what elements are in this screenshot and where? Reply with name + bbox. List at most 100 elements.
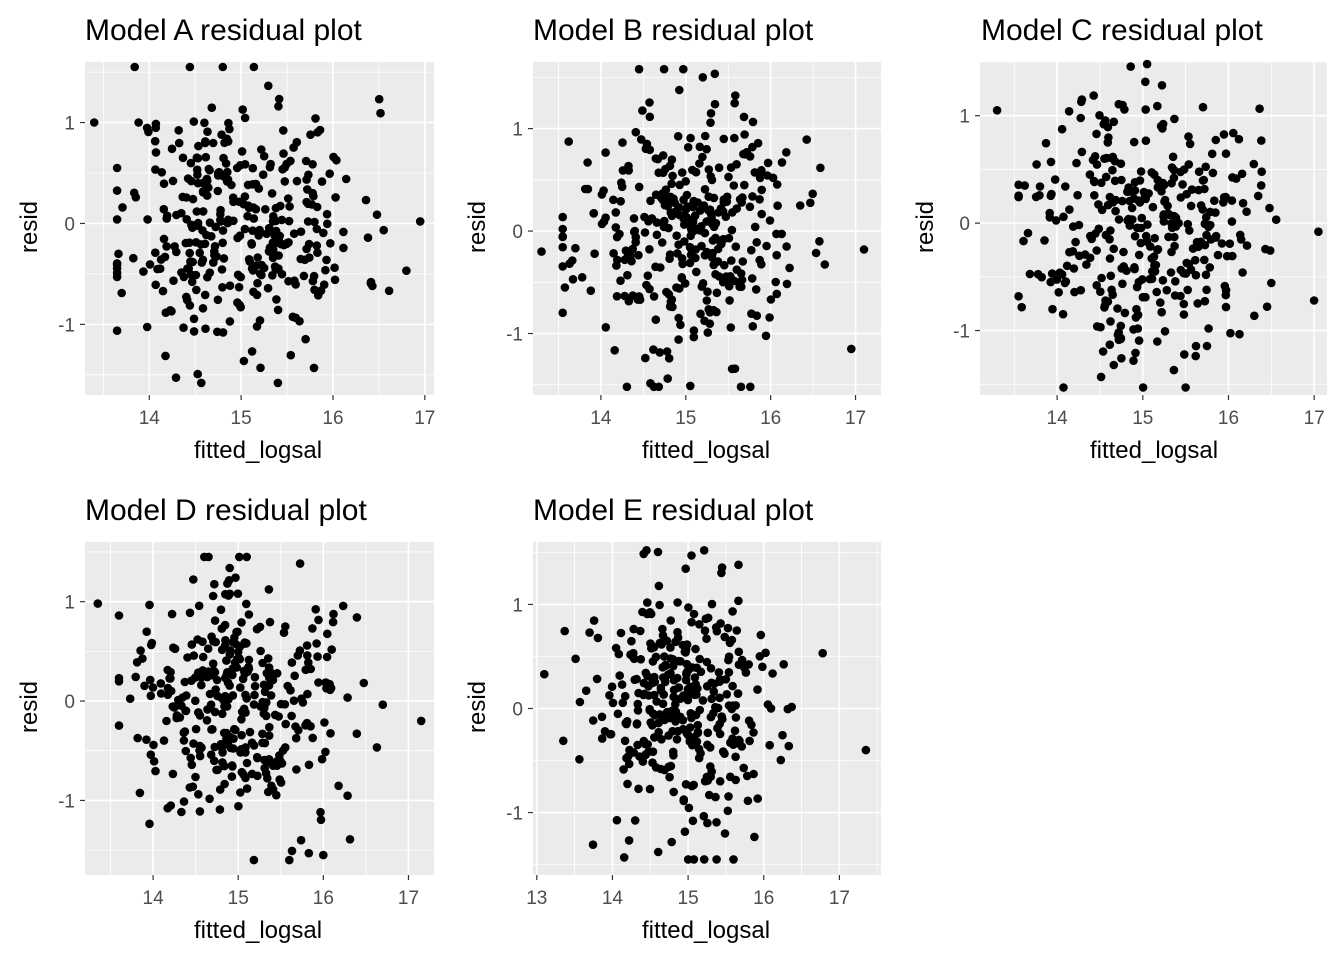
model-c-data-point — [1097, 273, 1106, 283]
model-c-data-point — [1014, 192, 1023, 202]
model-b-data-point — [641, 353, 650, 363]
model-e-data-point — [685, 723, 695, 732]
model-c-data-point — [1120, 105, 1129, 114]
model-b-data-point — [624, 296, 634, 306]
model-b-data-point — [666, 208, 676, 217]
model-e-data-point — [691, 644, 700, 654]
model-c-data-point — [1150, 261, 1159, 270]
model-b-data-point — [752, 238, 761, 247]
model-e-data-point — [613, 709, 623, 719]
model-d-data-point — [298, 698, 308, 707]
model-b-data-point — [633, 295, 643, 304]
model-e-data-point — [688, 816, 698, 826]
model-e-data-point — [597, 734, 607, 743]
model-a-data-point — [112, 215, 122, 224]
model-b-data-point — [586, 286, 596, 296]
model-e-data-point — [648, 758, 657, 767]
model-b-data-point — [664, 354, 674, 363]
model-c-data-point — [1141, 77, 1150, 87]
model-d-data-point — [345, 835, 355, 844]
model-c-data-point — [1129, 325, 1138, 334]
model-d-data-point — [194, 708, 203, 717]
model-e-data-point — [717, 563, 727, 572]
model-e-data-point — [683, 695, 693, 705]
model-b-data-point — [702, 144, 711, 154]
model-a-data-point — [372, 210, 382, 219]
model-c-data-point — [1092, 246, 1101, 255]
model-b-plot-area — [533, 62, 881, 395]
model-c-data-point — [1166, 268, 1176, 277]
model-e-title: Model E residual plot — [533, 494, 814, 527]
model-a-data-point — [171, 373, 181, 383]
model-c-data-point — [1162, 285, 1172, 295]
model-e-data-point — [662, 636, 672, 646]
model-d-x-tick-label: 16 — [313, 888, 334, 909]
model-a-data-point — [282, 159, 292, 169]
model-b-data-point — [631, 127, 641, 137]
model-c-data-point — [1179, 299, 1189, 309]
model-e-data-point — [696, 749, 705, 758]
model-a-data-point — [216, 205, 225, 215]
model-b-data-point — [705, 308, 715, 317]
model-b-data-point — [706, 109, 716, 118]
model-c-data-point — [1100, 154, 1109, 163]
model-c-data-point — [1141, 292, 1150, 302]
model-e-data-point — [709, 687, 719, 696]
model-e-data-point — [645, 706, 655, 715]
model-c-data-point — [1153, 245, 1163, 254]
model-c-x-tick-label: 16 — [1218, 408, 1239, 429]
model-e-data-point — [728, 681, 737, 691]
model-d-data-point — [267, 781, 276, 791]
model-c-data-point — [1221, 149, 1231, 158]
model-e-x-tick-label: 16 — [753, 888, 774, 909]
model-e-data-point — [575, 755, 584, 764]
model-e-data-point — [744, 716, 754, 725]
model-c-data-point — [1185, 226, 1194, 235]
model-d-data-point — [148, 683, 158, 692]
model-e-data-point — [693, 728, 703, 738]
model-d-data-point — [163, 683, 173, 693]
model-a-data-point — [277, 215, 287, 225]
model-b-data-point — [808, 189, 817, 199]
model-c-data-point — [1184, 132, 1193, 141]
model-c-x-tick-label: 15 — [1132, 408, 1153, 429]
model-b-data-point — [674, 335, 683, 344]
model-a-data-point — [192, 153, 202, 162]
model-c-data-point — [1169, 365, 1179, 375]
model-d-data-point — [208, 659, 218, 668]
model-d-data-point — [210, 579, 219, 589]
model-d-data-point — [292, 765, 301, 774]
model-d-data-point — [93, 599, 103, 608]
model-e-data-point — [734, 596, 743, 606]
model-d-data-point — [198, 666, 207, 675]
model-b-data-point — [708, 236, 718, 245]
model-e-data-point — [787, 702, 796, 712]
model-a-data-point — [240, 192, 250, 201]
model-a-data-point — [162, 211, 172, 221]
model-d-data-point — [289, 696, 299, 705]
model-a-data-point — [216, 215, 225, 225]
model-d-x-axis-title: fitted_logsal — [194, 917, 322, 944]
model-e-data-point — [575, 697, 585, 707]
model-b-data-point — [634, 250, 643, 260]
model-a-data-point — [248, 226, 257, 235]
model-d-data-point — [281, 719, 291, 729]
model-d-data-point — [191, 724, 201, 734]
model-c-data-point — [1217, 239, 1227, 248]
model-a-data-point — [234, 282, 244, 292]
model-b-data-point — [736, 382, 746, 392]
model-d-data-point — [179, 736, 189, 745]
model-e-data-point — [734, 647, 744, 657]
model-b-data-point — [558, 212, 567, 222]
model-d-data-point — [213, 765, 222, 775]
model-b-data-point — [710, 99, 720, 109]
model-d-data-point — [142, 627, 151, 636]
model-c-data-point — [1213, 250, 1223, 260]
model-e-data-point — [753, 685, 762, 694]
model-d-data-point — [242, 552, 251, 562]
model-c-data-point — [1032, 160, 1041, 169]
model-b-data-point — [675, 85, 684, 95]
model-e-data-point — [656, 686, 666, 695]
model-d-data-point — [203, 672, 212, 682]
model-e-data-point — [608, 698, 618, 708]
